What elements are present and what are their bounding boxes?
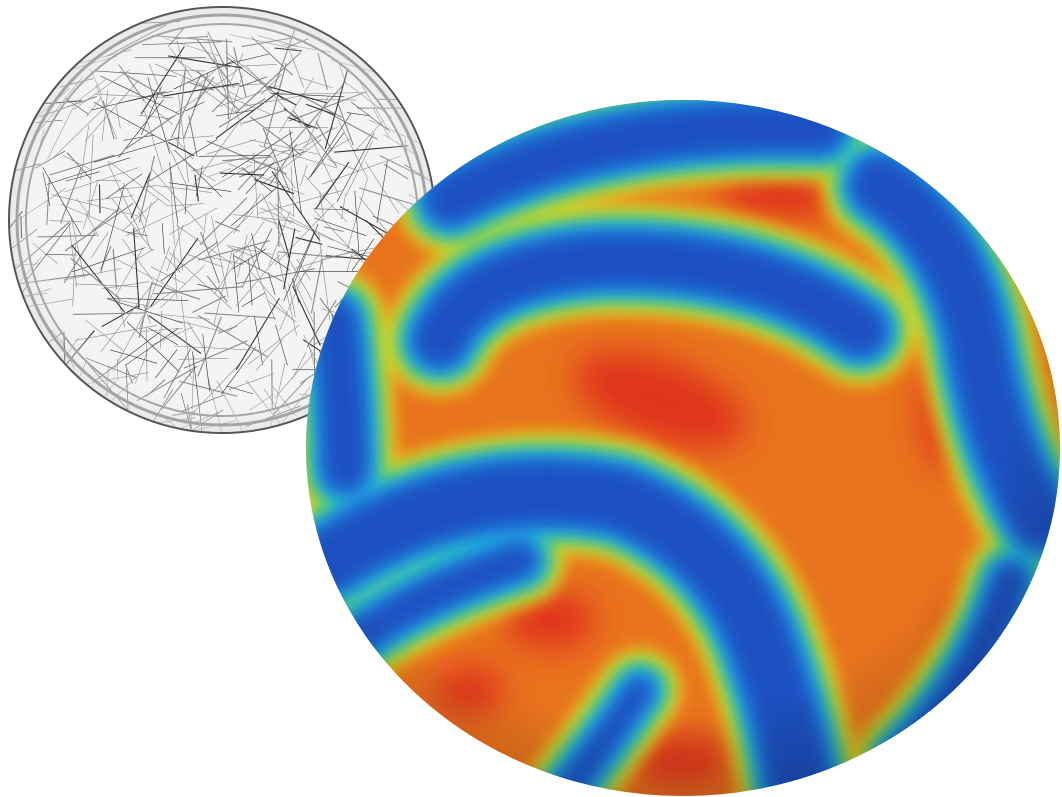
sphere-shade — [306, 100, 1060, 796]
wire-shade — [10, 8, 434, 432]
colored-sphere — [306, 100, 1060, 796]
